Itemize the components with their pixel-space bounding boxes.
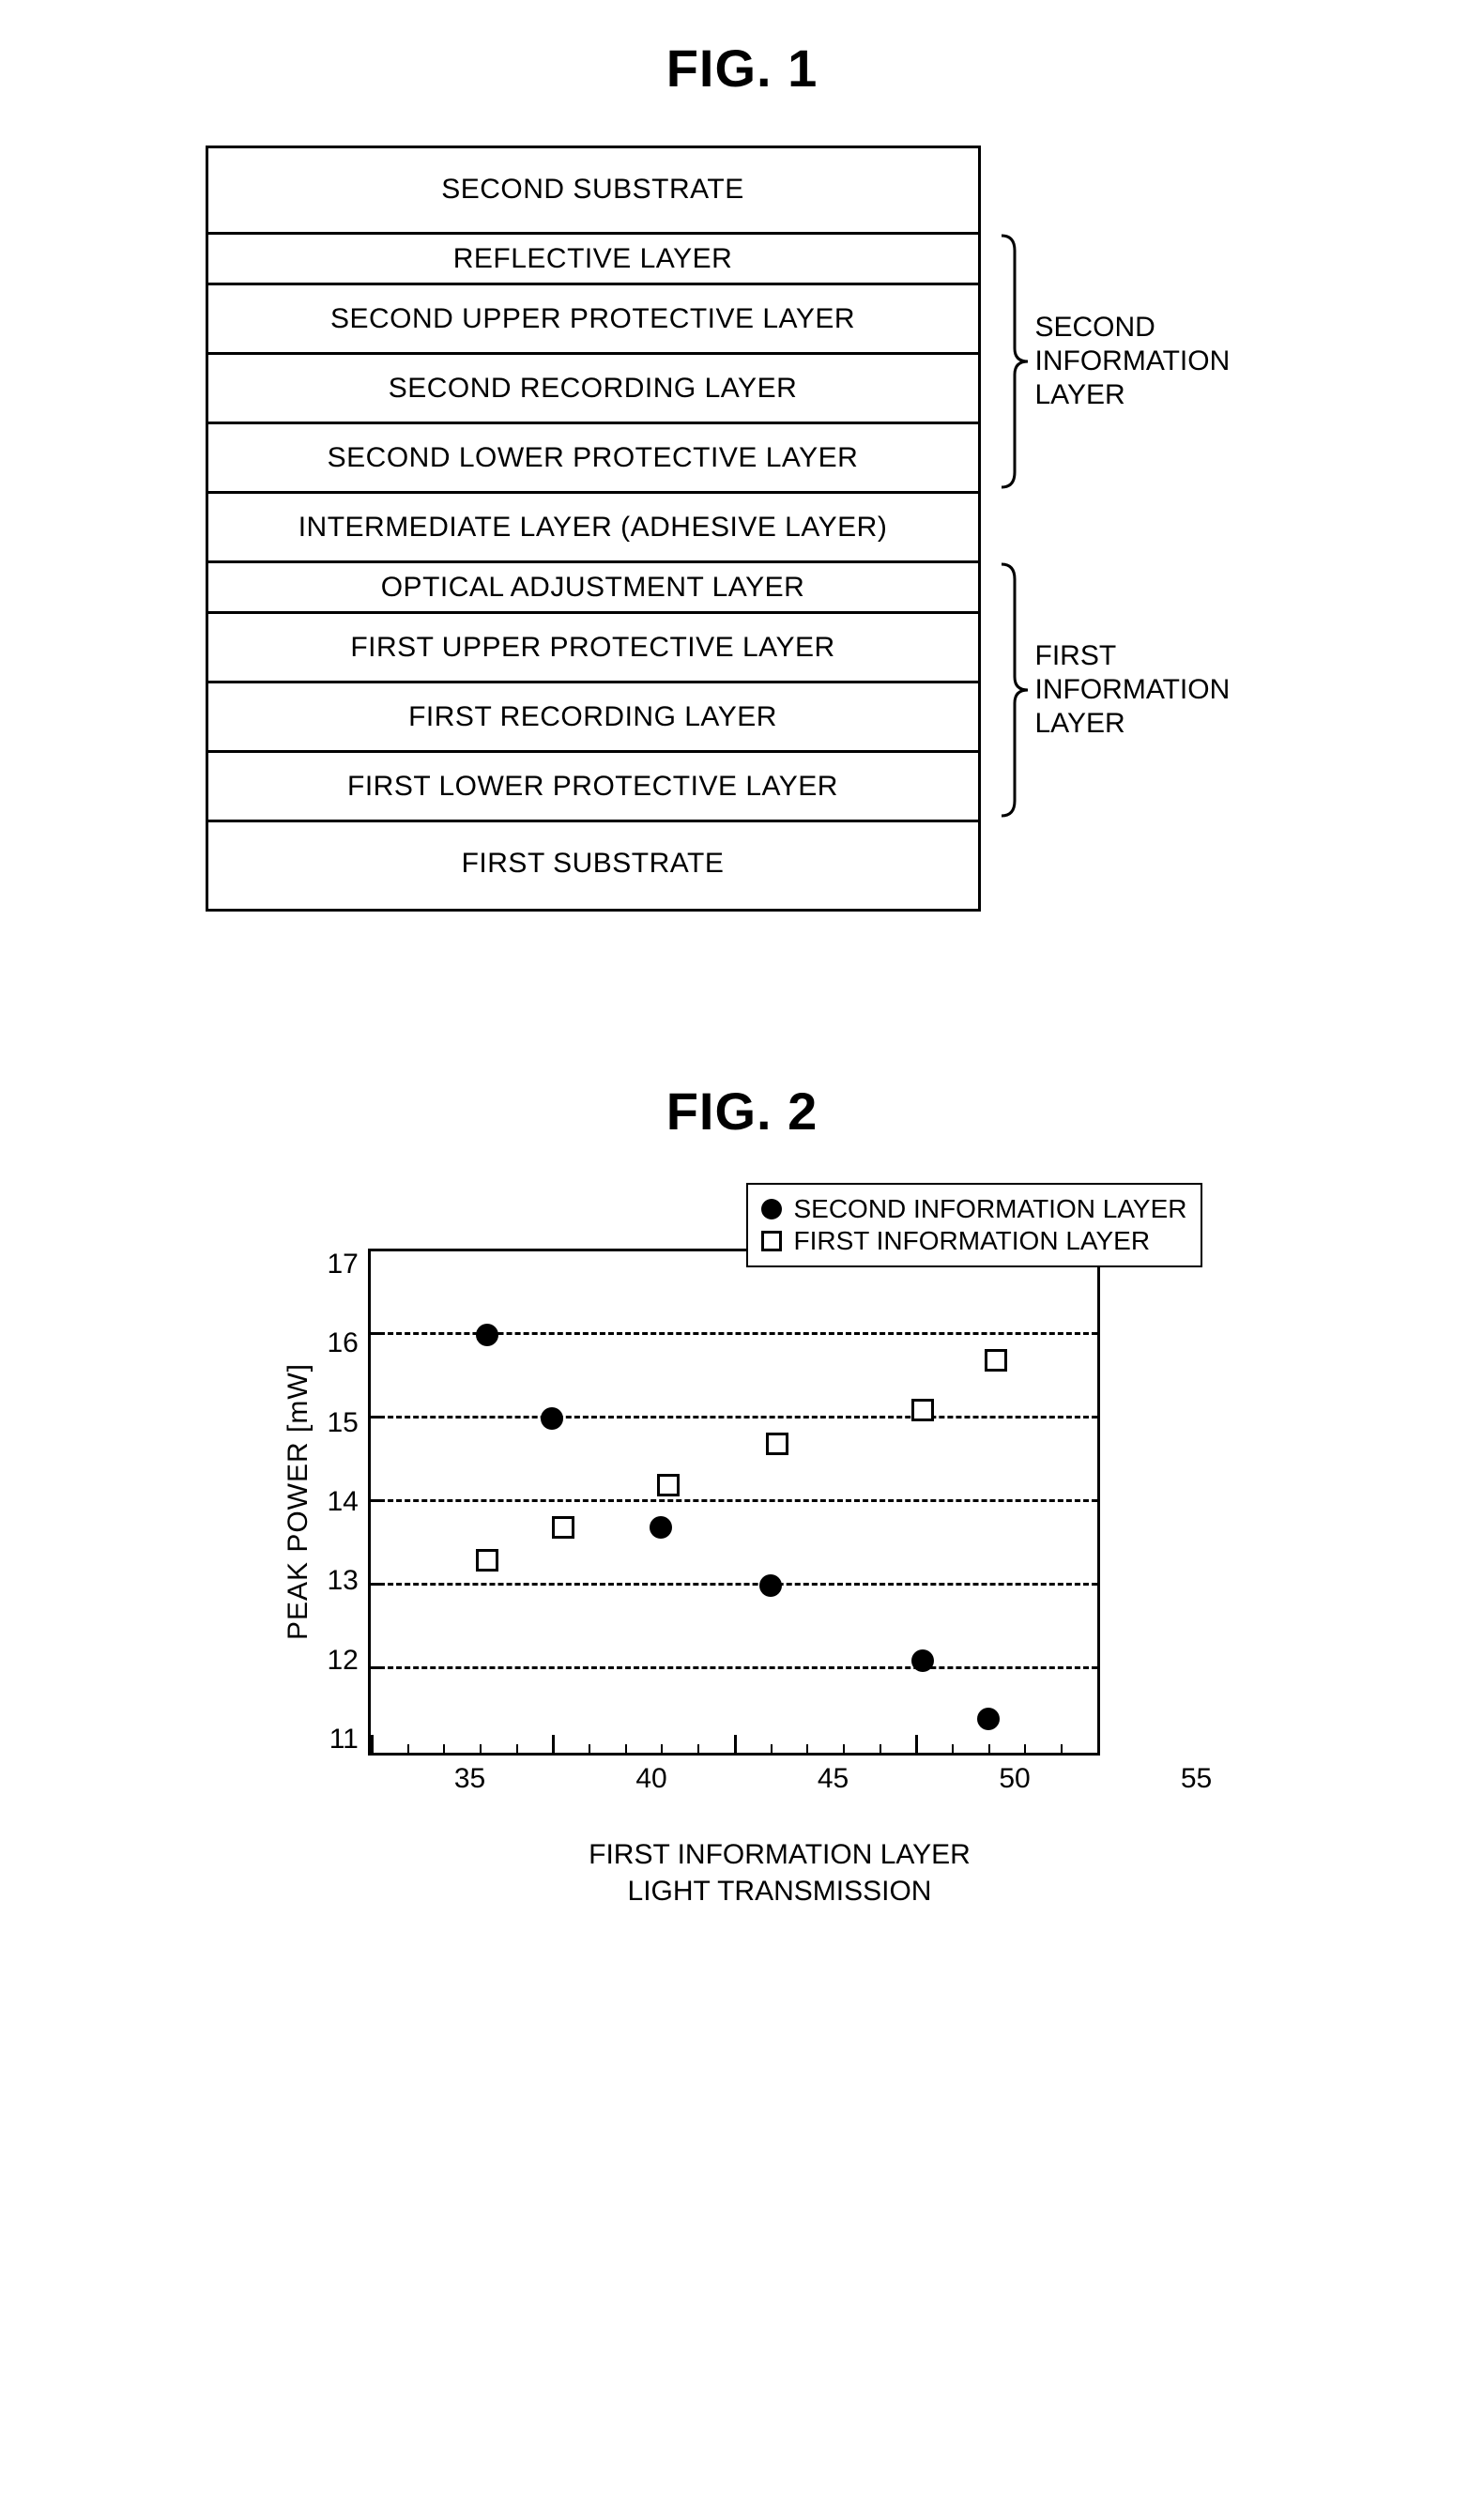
x-axis-label: FIRST INFORMATION LAYERLIGHT TRANSMISSIO… — [358, 1836, 1202, 1909]
x-tick-minor — [843, 1744, 845, 1756]
data-point-open — [657, 1474, 680, 1496]
figure-2-title: FIG. 2 — [38, 1081, 1446, 1142]
curly-brace-icon — [998, 560, 1030, 820]
layer-row: SECOND UPPER PROTECTIVE LAYER — [208, 285, 978, 355]
x-tick-minor — [516, 1744, 518, 1756]
fig1-content: SECOND SUBSTRATEREFLECTIVE LAYERSECOND U… — [38, 146, 1446, 912]
x-tick-major — [552, 1735, 555, 1756]
bracket-group: SECONDINFORMATIONLAYER — [998, 232, 1231, 491]
x-tick-minor — [697, 1744, 699, 1756]
data-point-filled — [476, 1324, 498, 1346]
data-point-filled — [650, 1516, 672, 1539]
data-point-open — [985, 1349, 1007, 1372]
curly-brace-icon — [998, 232, 1030, 491]
x-tick-label: 55 — [1181, 1763, 1212, 1795]
layer-row: REFLECTIVE LAYER — [208, 235, 978, 285]
x-tick-minor — [480, 1744, 482, 1756]
x-tick-minor — [589, 1744, 590, 1756]
y-axis-label: PEAK POWER [mW] — [283, 1363, 314, 1640]
x-tick-minor — [1061, 1744, 1063, 1756]
layer-row: FIRST SUBSTRATE — [208, 822, 978, 909]
chart-container: SECOND INFORMATION LAYERFIRST INFORMATIO… — [283, 1188, 1202, 1909]
chart-legend: SECOND INFORMATION LAYERFIRST INFORMATIO… — [746, 1183, 1201, 1267]
x-axis-label-line: FIRST INFORMATION LAYER — [358, 1836, 1202, 1873]
x-tick-major — [734, 1735, 737, 1756]
x-axis-label-line: LIGHT TRANSMISSION — [358, 1873, 1202, 1909]
layer-row: SECOND SUBSTRATE — [208, 148, 978, 235]
y-tick-label: 17 — [328, 1249, 359, 1281]
layer-row: FIRST UPPER PROTECTIVE LAYER — [208, 614, 978, 683]
x-tick-minor — [443, 1744, 445, 1756]
y-tick-label: 12 — [328, 1645, 359, 1677]
legend-row: SECOND INFORMATION LAYER — [761, 1194, 1186, 1224]
x-tick-minor — [661, 1744, 663, 1756]
figure-2: FIG. 2 SECOND INFORMATION LAYERFIRST INF… — [38, 1081, 1446, 1909]
grid-line — [371, 1666, 1097, 1669]
data-point-open — [476, 1549, 498, 1572]
layer-row: FIRST LOWER PROTECTIVE LAYER — [208, 753, 978, 822]
x-tick-minor — [806, 1744, 808, 1756]
grid-line — [371, 1416, 1097, 1419]
x-tick-label: 50 — [999, 1763, 1030, 1795]
figure-1: FIG. 1 SECOND SUBSTRATEREFLECTIVE LAYERS… — [38, 38, 1446, 912]
x-tick-minor — [988, 1744, 990, 1756]
x-tick-minor — [952, 1744, 954, 1756]
x-tick-minor — [880, 1744, 881, 1756]
data-point-open — [552, 1516, 574, 1539]
bracket-label: SECONDINFORMATIONLAYER — [1035, 311, 1231, 412]
data-point-filled — [977, 1708, 1000, 1730]
y-tick-label: 16 — [328, 1327, 359, 1359]
x-tick-major — [1097, 1735, 1100, 1756]
x-tick-label: 35 — [454, 1763, 485, 1795]
x-tick-minor — [625, 1744, 627, 1756]
fig2-content: SECOND INFORMATION LAYERFIRST INFORMATIO… — [38, 1188, 1446, 1909]
legend-row: FIRST INFORMATION LAYER — [761, 1226, 1186, 1256]
legend-label: SECOND INFORMATION LAYER — [793, 1194, 1186, 1224]
x-tick-minor — [1024, 1744, 1026, 1756]
plot-area — [368, 1249, 1100, 1756]
y-tick-label: 14 — [328, 1486, 359, 1518]
bracket-label: FIRSTINFORMATIONLAYER — [1035, 639, 1231, 741]
open-square-icon — [761, 1231, 782, 1251]
grid-line — [371, 1499, 1097, 1502]
filled-circle-icon — [761, 1199, 782, 1219]
x-tick-major — [915, 1735, 918, 1756]
legend-label: FIRST INFORMATION LAYER — [793, 1226, 1150, 1256]
bracket-labels: SECONDINFORMATIONLAYER FIRSTINFORMATIONLA… — [998, 146, 1279, 906]
x-tick-label: 45 — [818, 1763, 849, 1795]
layer-row: SECOND RECORDING LAYER — [208, 355, 978, 424]
x-tick-major — [371, 1735, 374, 1756]
layer-row: FIRST RECORDING LAYER — [208, 683, 978, 753]
data-point-open — [766, 1433, 788, 1455]
x-tick-minor — [771, 1744, 773, 1756]
x-axis-ticks: 3540455055 — [470, 1756, 1202, 1793]
y-axis-ticks: 17 16 15 14 13 12 11 — [328, 1249, 359, 1756]
bracket-group: FIRSTINFORMATIONLAYER — [998, 560, 1231, 820]
data-point-filled — [541, 1407, 563, 1430]
x-tick-label: 40 — [635, 1763, 666, 1795]
y-tick-label: 11 — [328, 1724, 359, 1756]
data-point-open — [911, 1399, 934, 1421]
grid-line — [371, 1583, 1097, 1586]
layer-row: SECOND LOWER PROTECTIVE LAYER — [208, 424, 978, 494]
y-tick-label: 15 — [328, 1407, 359, 1439]
y-tick-label: 13 — [328, 1565, 359, 1597]
layer-row: INTERMEDIATE LAYER (ADHESIVE LAYER) — [208, 494, 978, 563]
figure-1-title: FIG. 1 — [38, 38, 1446, 99]
data-point-filled — [911, 1649, 934, 1672]
plot-row: PEAK POWER [mW] 17 16 15 14 13 12 11 — [283, 1249, 1202, 1756]
data-point-filled — [759, 1574, 782, 1597]
layer-row: OPTICAL ADJUSTMENT LAYER — [208, 563, 978, 614]
x-tick-minor — [407, 1744, 409, 1756]
layer-stack: SECOND SUBSTRATEREFLECTIVE LAYERSECOND U… — [206, 146, 981, 912]
